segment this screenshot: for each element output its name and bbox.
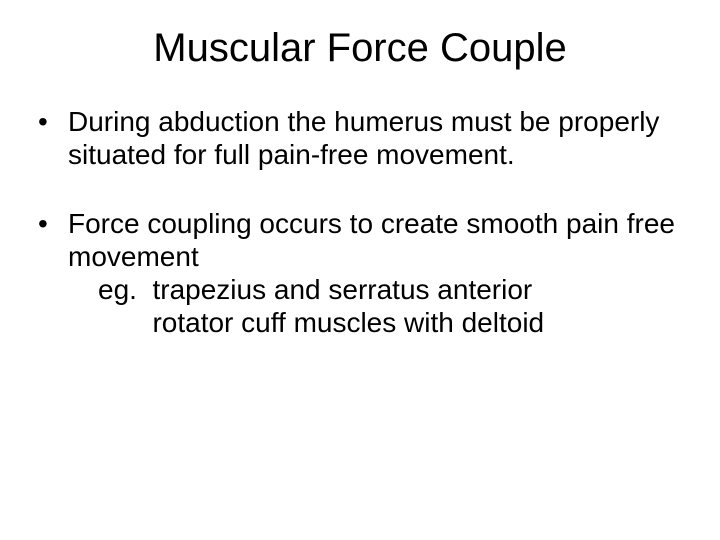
bullet-text-2-main: Force coupling occurs to create smooth p… bbox=[68, 208, 675, 272]
slide-body: During abduction the humerus must be pro… bbox=[28, 105, 692, 339]
bullet-item-1: During abduction the humerus must be pro… bbox=[28, 105, 692, 171]
bullet-item-2: Force coupling occurs to create smooth p… bbox=[28, 207, 692, 339]
bullet-text-1: During abduction the humerus must be pro… bbox=[68, 106, 659, 170]
slide-title: Muscular Force Couple bbox=[28, 26, 692, 71]
bullet-list: During abduction the humerus must be pro… bbox=[28, 105, 692, 339]
slide: Muscular Force Couple During abduction t… bbox=[0, 0, 720, 540]
bullet-2-sublines: eg. trapezius and serratus anterior rota… bbox=[68, 273, 692, 339]
bullet-2-sub-1: eg. trapezius and serratus anterior bbox=[98, 273, 692, 306]
bullet-2-sub-2: rotator cuff muscles with deltoid bbox=[98, 306, 692, 339]
